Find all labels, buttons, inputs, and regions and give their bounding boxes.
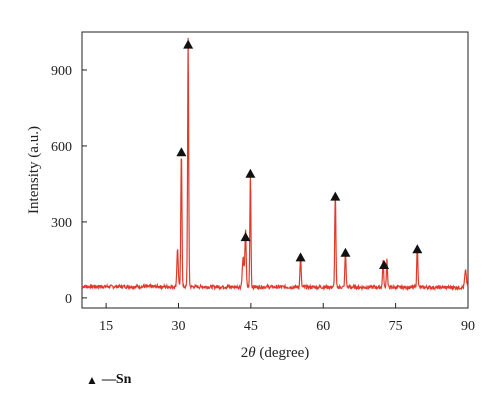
y-tick-label: 300: [51, 216, 72, 231]
sn-peak-marker: [330, 191, 341, 201]
sn-peak-marker: [183, 39, 194, 49]
x-tick-label: 60: [316, 319, 330, 334]
sn-peak-marker: [379, 259, 390, 269]
legend: ▲ —Sn: [86, 372, 131, 388]
sn-peak-marker: [340, 247, 351, 257]
peak-markers: [176, 39, 423, 269]
x-tick-label: 45: [244, 319, 258, 334]
sn-peak-marker: [295, 252, 306, 262]
plot-frame: [81, 31, 469, 309]
x-tick-label: 30: [172, 319, 186, 334]
x-tick-label: 15: [99, 319, 113, 334]
x-axis-title: 2θ (degree): [241, 345, 310, 361]
legend-label: —Sn: [101, 372, 132, 387]
y-axis-title: Intensity (a.u.): [26, 126, 42, 214]
x-tick-label: 90: [461, 319, 475, 334]
sn-peak-marker: [176, 147, 187, 157]
triangle-marker-icon: ▲: [86, 372, 98, 387]
series-line: [81, 37, 469, 292]
sn-peak-marker: [412, 244, 423, 254]
x-tick-labels: 15 30 45 60 75 90: [99, 319, 475, 334]
y-tick-labels: 0 300 600 900: [51, 64, 72, 307]
sn-peak-marker: [240, 232, 251, 242]
y-tick-label: 0: [65, 292, 72, 307]
y-tick-label: 900: [51, 64, 72, 79]
y-tick-label: 600: [51, 140, 72, 155]
sn-peak-marker: [245, 168, 256, 178]
x-tick-label: 75: [389, 319, 403, 334]
axis-ticks: [82, 69, 469, 308]
